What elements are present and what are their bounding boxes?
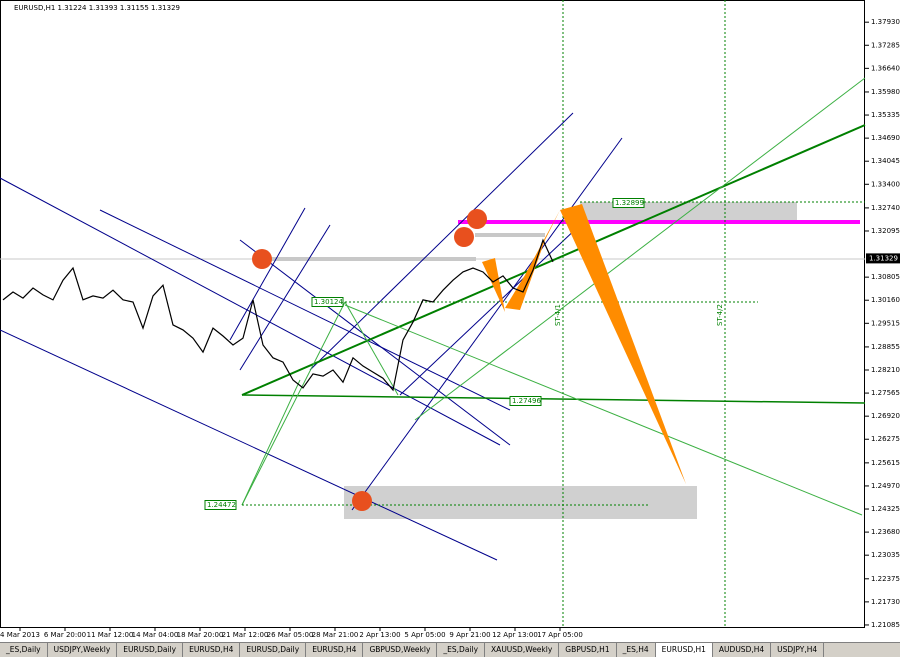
x-tick-label: 9 Apr 21:00 [449, 631, 490, 639]
channel-line [99, 209, 511, 411]
tab[interactable]: GBPUSD,H1 [559, 643, 617, 657]
x-tick-label: 18 Mar 20:00 [177, 631, 224, 639]
marker [454, 227, 474, 247]
x-tick-label: 14 Mar 04:00 [132, 631, 179, 639]
y-tick-label: 1.28210 [871, 366, 900, 374]
trend-line [241, 394, 866, 404]
channel-line [239, 224, 331, 371]
trend-line [344, 304, 863, 516]
channel-line [0, 329, 498, 561]
plot-frame [0, 0, 865, 628]
tab[interactable]: _ES,H4 [617, 643, 656, 657]
x-tick-label: 11 Mar 12:00 [87, 631, 134, 639]
y-tick-label: 1.34045 [871, 157, 900, 165]
y-tick-label: 1.37285 [871, 41, 900, 49]
y-tick-label: 1.28855 [871, 343, 900, 351]
projection [560, 204, 686, 484]
tab[interactable]: EURUSD,H4 [183, 643, 241, 657]
x-tick-label: 5 Apr 05:00 [404, 631, 445, 639]
y-tick-label: 1.32095 [871, 227, 900, 235]
y-tick-label: 1.21085 [871, 621, 900, 629]
annotation: ST-4/1 [554, 304, 562, 326]
tab[interactable]: _ES,Daily [437, 643, 486, 657]
y-tick-label: 1.32740 [871, 204, 900, 212]
annotation-box [509, 396, 542, 406]
annotation: 1.27496 [512, 397, 541, 405]
tab[interactable]: EURUSD,Daily [117, 643, 184, 657]
y-tick-label: 1.35335 [871, 111, 900, 119]
y-tick-label: 1.23035 [871, 551, 900, 559]
price-line [2, 238, 554, 392]
channel-line [399, 224, 581, 396]
y-tick-label: 1.30160 [871, 296, 900, 304]
tab[interactable]: GBPUSD,Weekly [363, 643, 438, 657]
x-tick-label: 21 Mar 12:00 [222, 631, 269, 639]
y-tick-label: 1.25615 [871, 459, 900, 467]
tab[interactable]: EURUSD,Daily [240, 643, 307, 657]
x-tick-label: 28 Mar 21:00 [312, 631, 359, 639]
x-tick-label: 4 Mar 2013 [0, 631, 40, 639]
x-tick-label: 2 Apr 13:00 [359, 631, 400, 639]
tab[interactable]: XAUUSD,Weekly [485, 643, 560, 657]
tab[interactable]: USDJPY,Weekly [48, 643, 118, 657]
projection [505, 210, 560, 310]
channel-line [309, 112, 574, 371]
channel-line [351, 137, 623, 511]
annotation: 1.32899 [615, 199, 644, 207]
y-tick-label: 1.37930 [871, 18, 900, 26]
channel-line [229, 207, 306, 341]
current-price-box [866, 253, 900, 264]
annotation: 1.30124 [314, 298, 343, 306]
x-tick-label: 17 Apr 05:00 [537, 631, 583, 639]
y-tick-label: 1.26920 [871, 412, 900, 420]
y-tick-label: 1.33400 [871, 180, 900, 188]
tab[interactable]: USDJPY,H4 [771, 643, 825, 657]
y-tick-label: 1.23680 [871, 528, 900, 536]
annotation-box [204, 500, 237, 510]
x-tick-label: 26 Mar 05:00 [267, 631, 314, 639]
marker [252, 249, 272, 269]
x-tick-label: 12 Apr 13:00 [492, 631, 538, 639]
x-tick-label: 6 Mar 20:00 [44, 631, 86, 639]
channel-line [239, 239, 511, 446]
y-tick-label: 1.29515 [871, 319, 900, 327]
y-tick-label: 1.22375 [871, 575, 900, 583]
y-tick-label: 1.24325 [871, 505, 900, 513]
tab-bar: _ES,Daily USDJPY,Weekly EURUSD,Daily EURUSD… [0, 642, 900, 657]
chart: EURUSD,H1 1.31224 1.31393 1.31155 1.3132… [0, 0, 900, 639]
tab[interactable]: EURUSD,H1 [655, 643, 713, 657]
y-tick-label: 1.24970 [871, 482, 900, 490]
trend-line [241, 379, 301, 506]
drawings [0, 0, 866, 628]
y-tick-label: 1.27565 [871, 389, 900, 397]
marker [467, 209, 487, 229]
chart-title: EURUSD,H1 1.31224 1.31393 1.31155 1.3132… [14, 4, 180, 12]
y-tick-label: 1.26275 [871, 435, 900, 443]
tab[interactable]: AUDUSD,H4 [713, 643, 772, 657]
y-tick-label: 1.35980 [871, 88, 900, 96]
y-tick-label: 1.36640 [871, 64, 900, 72]
annotation-box [311, 297, 344, 307]
annotation-box [612, 198, 645, 208]
marker [352, 491, 372, 511]
trend-line [414, 77, 866, 421]
y-tick-label: 1.30805 [871, 273, 900, 281]
current-price-label: 1.31329 [869, 254, 898, 262]
tab[interactable]: EURUSD,H4 [306, 643, 364, 657]
zone [344, 486, 697, 519]
annotation: 1.24472 [207, 501, 236, 509]
trend-line [241, 301, 346, 506]
y-tick-label: 1.21730 [871, 598, 900, 606]
annotation: ST-4/2 [716, 304, 724, 326]
y-tick-label: 1.34690 [871, 134, 900, 142]
trend-line [241, 124, 866, 396]
tab[interactable]: _ES,Daily [0, 643, 48, 657]
trend-line [344, 301, 399, 396]
projection [482, 258, 505, 312]
